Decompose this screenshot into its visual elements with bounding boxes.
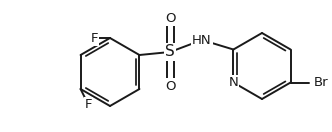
Text: HN: HN — [192, 34, 212, 46]
Text: O: O — [165, 79, 175, 93]
Text: F: F — [85, 98, 92, 112]
Text: O: O — [165, 11, 175, 25]
Text: S: S — [165, 44, 175, 60]
Text: N: N — [228, 76, 238, 89]
Text: Br: Br — [314, 76, 328, 89]
Text: F: F — [90, 32, 98, 44]
